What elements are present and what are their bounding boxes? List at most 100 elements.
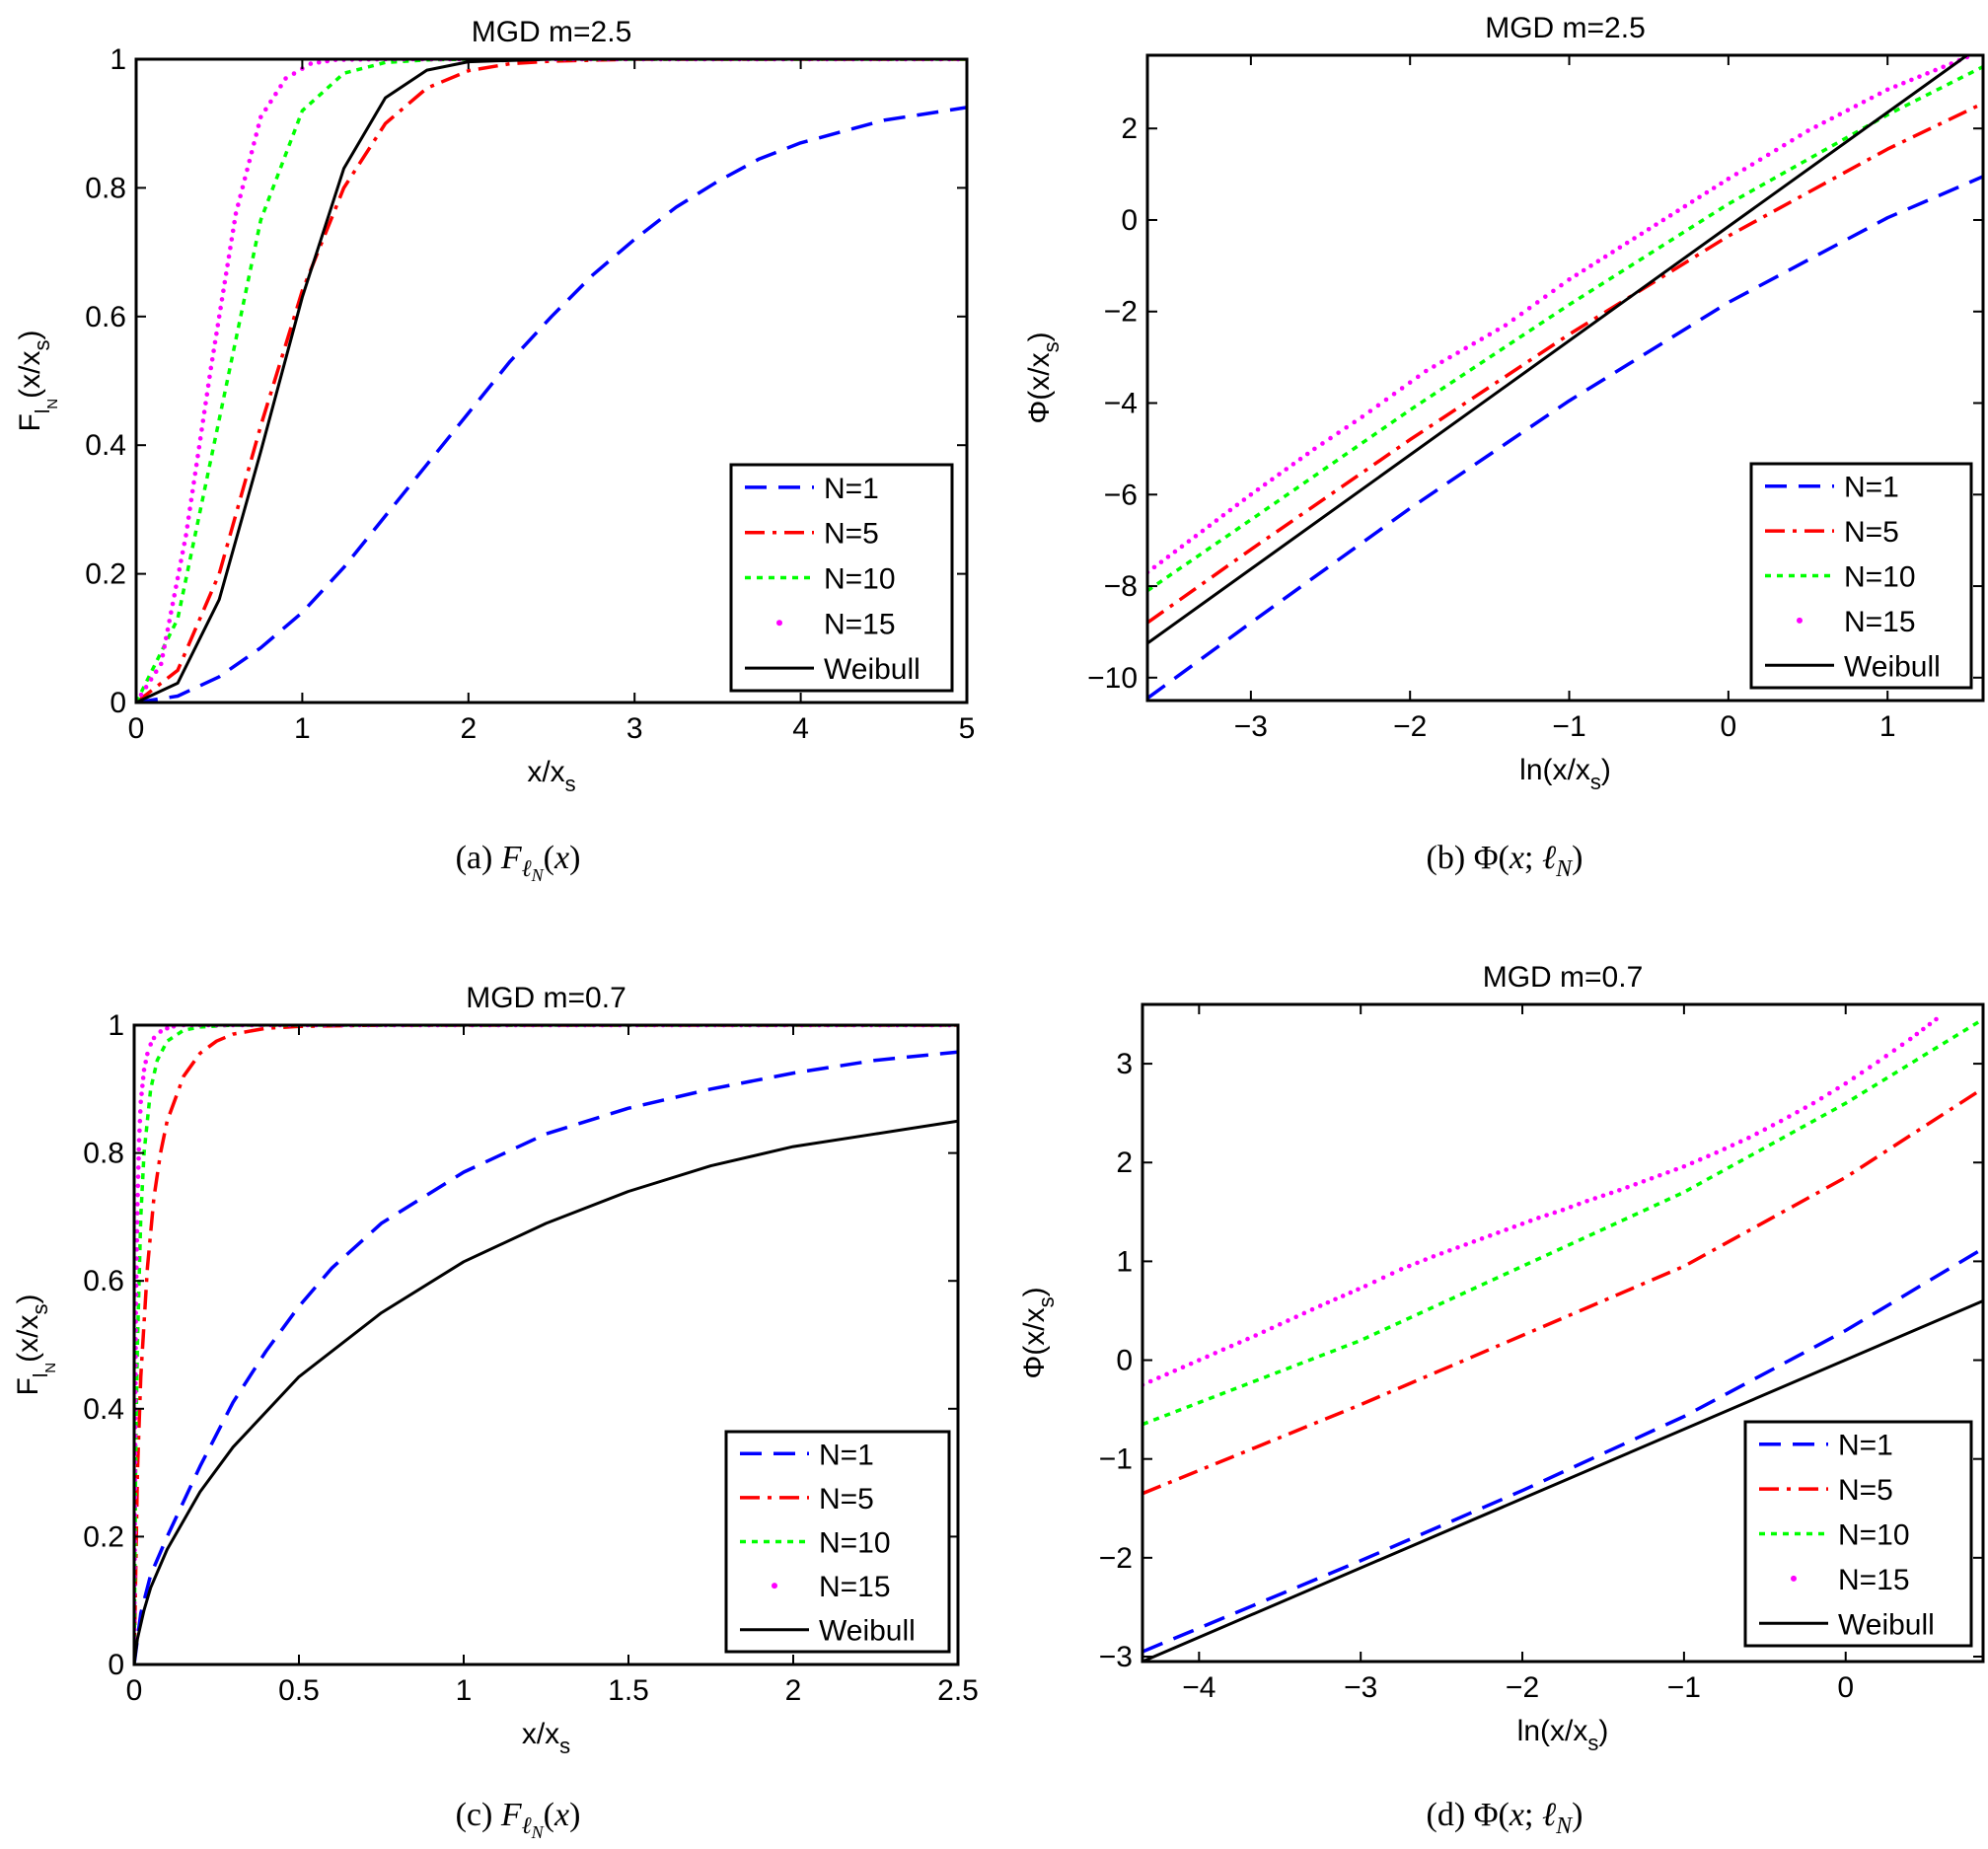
series-point [195, 453, 200, 459]
series-point [1518, 311, 1524, 317]
y-tick-label: −6 [1104, 479, 1138, 511]
y-tick-label: −1 [1099, 1443, 1133, 1476]
series-point [1907, 1036, 1913, 1042]
series-point [180, 550, 185, 555]
series-point [1843, 1080, 1849, 1086]
chart-panel-1: 0 1 2 3 4 5 0 0.2 0.4 0.6 0.8 1 MGD m=2.5 x/xs FlN(x/x… [14, 16, 975, 885]
series-point [1290, 462, 1296, 467]
series-point [1147, 1378, 1153, 1384]
legend-label: N=5 [1844, 516, 1899, 549]
legend-label: Weibull [819, 1615, 916, 1648]
series-point [1526, 305, 1532, 311]
series-point [211, 348, 216, 353]
chart-panel-3: 0 0.5 1 1.5 2 2.5 0 0.2 0.4 0.6 0.8 1 MGD m=0.7 x/xs F… [12, 982, 979, 1842]
y-tick-label: −10 [1087, 662, 1138, 695]
series-point [208, 365, 214, 371]
series-line-n5 [136, 59, 967, 703]
series-point [1595, 259, 1601, 264]
chart-title: MGD m=2.5 [472, 16, 632, 48]
series-point [1340, 1294, 1346, 1298]
series-point [316, 59, 322, 65]
series-point [1309, 1306, 1315, 1312]
series-point [1371, 1279, 1377, 1285]
series-point [1657, 1172, 1662, 1178]
y-tick-label: 1 [108, 1009, 124, 1042]
series-line-n1 [134, 1050, 958, 1664]
series-point [1689, 199, 1695, 204]
series-point [135, 1183, 141, 1189]
series-point [1853, 104, 1859, 109]
series-point [226, 254, 232, 259]
series-point [184, 524, 190, 529]
series-line-n10 [1142, 1017, 1983, 1427]
axes-frame [134, 57, 969, 704]
series-point [200, 418, 206, 423]
series-point [1336, 430, 1341, 435]
series-point [1241, 497, 1247, 502]
series-point [1706, 1153, 1711, 1159]
series-point [1312, 446, 1317, 452]
series-point [1463, 1242, 1468, 1247]
series-point [1689, 1160, 1695, 1166]
panel-caption: (c) FℓN(x) [456, 1797, 581, 1842]
x-axis-label: x/xs [522, 1718, 570, 1758]
series-point [1921, 1026, 1926, 1032]
series-point [1151, 564, 1157, 570]
series-point [1328, 435, 1333, 441]
series-point [1697, 1156, 1703, 1162]
series-point [1504, 1227, 1509, 1232]
series-point [1277, 472, 1282, 477]
y-tick-label: −2 [1099, 1542, 1133, 1575]
series-point [1641, 1178, 1647, 1184]
series-point [1165, 555, 1171, 559]
series-point [1861, 100, 1867, 105]
series-point [228, 245, 233, 251]
series-point [196, 444, 202, 450]
series-point [1588, 263, 1593, 268]
series-point [1617, 1187, 1622, 1193]
series-point [140, 1075, 146, 1080]
series-point [1228, 1343, 1234, 1349]
series-point [1798, 133, 1803, 138]
series-point [1927, 1021, 1933, 1027]
x-axis-label: x/xs [527, 756, 575, 796]
series-point [193, 462, 199, 468]
series-point [1496, 1230, 1501, 1235]
series-point [1269, 1325, 1275, 1331]
x-tick-label: −2 [1506, 1671, 1539, 1704]
x-tick-label: 0 [1721, 710, 1737, 743]
series-point [1835, 1085, 1840, 1091]
series-point [172, 593, 178, 598]
series-point [236, 202, 241, 207]
x-tick-label: −2 [1393, 710, 1427, 743]
legend-box [724, 1430, 951, 1654]
series-point [1261, 1329, 1267, 1335]
series-point [204, 392, 210, 398]
series-point [1757, 157, 1763, 163]
series-point [1415, 374, 1421, 380]
series-point [1577, 1202, 1582, 1207]
series-point [1568, 1205, 1574, 1210]
series-point [1424, 368, 1429, 374]
legend-label: N=10 [1838, 1519, 1910, 1552]
series-point [170, 601, 176, 607]
series-point [1665, 1169, 1670, 1175]
series-point [268, 99, 273, 105]
legend-swatch [772, 1583, 777, 1590]
series-point [212, 339, 218, 345]
y-tick-label: 0.8 [83, 1138, 124, 1170]
y-tick-label: 0 [1121, 204, 1138, 237]
legend-label: Weibull [1844, 650, 1941, 683]
x-tick-label: 4 [792, 712, 809, 745]
series-line-weibull [1147, 55, 1970, 645]
series-point [252, 141, 257, 146]
series-point [1519, 1221, 1525, 1226]
series-point [1697, 194, 1702, 200]
series-point [218, 305, 223, 311]
series-point [164, 635, 169, 641]
series-point [1156, 1375, 1161, 1380]
y-tick-label: −8 [1104, 570, 1138, 603]
series-point [1431, 1254, 1436, 1259]
y-axis-label: FlN(x/xs) [14, 331, 61, 432]
